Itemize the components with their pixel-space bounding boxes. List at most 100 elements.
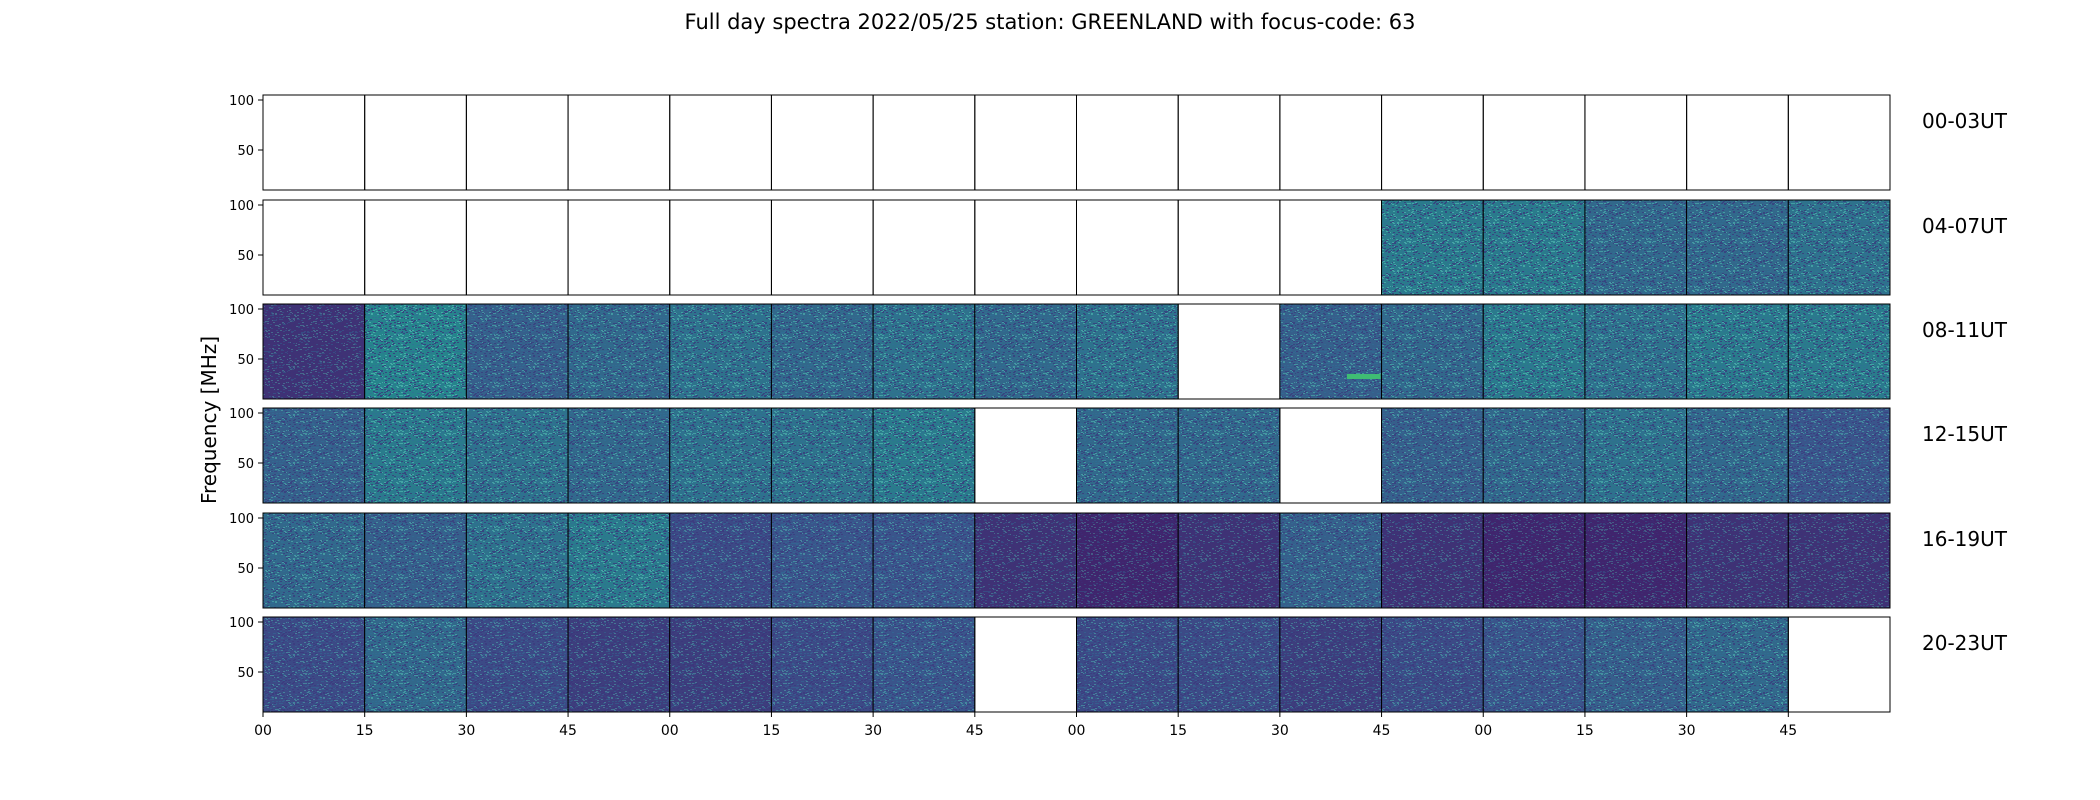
x-tick-label-2: 30 (457, 723, 475, 739)
segment-noise-3-9 (1178, 408, 1280, 503)
segment-noise-2-0 (263, 304, 365, 399)
y-tick-label-5-50: 50 (237, 666, 254, 681)
x-tick-label-9: 15 (1169, 723, 1187, 739)
x-tick-label-12: 00 (1474, 723, 1492, 739)
segment-noise-1-11 (1381, 200, 1484, 295)
x-tick-label-1: 15 (356, 723, 374, 739)
segment-noise-4-15 (1788, 513, 1890, 608)
segment-noise-2-12 (1483, 304, 1585, 399)
panel-row-00-03UT (262, 94, 1891, 191)
segment-noise-2-3 (568, 304, 670, 399)
segment-frame-0-5 (770, 94, 874, 191)
segment-noise-5-6 (873, 617, 975, 712)
row-label-04-07UT: 04-07UT (1922, 214, 2008, 238)
segment-noise-4-5 (771, 513, 874, 608)
segment-noise-3-6 (873, 408, 975, 503)
segment-noise-2-2 (466, 304, 569, 399)
segment-noise-4-14 (1686, 513, 1789, 608)
segment-noise-2-13 (1584, 304, 1687, 399)
segment-noise-5-4 (669, 617, 772, 712)
x-tick-label-11: 45 (1373, 723, 1391, 739)
segment-frame-1-2 (465, 199, 569, 296)
x-tick-label-6: 30 (864, 723, 882, 739)
segment-frame-0-1 (364, 94, 467, 191)
segment-noise-5-13 (1584, 617, 1687, 712)
segment-frame-0-11 (1381, 94, 1484, 191)
x-tick-label-5: 15 (763, 723, 781, 739)
segment-frame-0-2 (465, 94, 569, 191)
segment-frame-2-15 (1787, 303, 1891, 400)
segment-noise-3-0 (263, 408, 365, 503)
segment-noise-5-14 (1686, 617, 1789, 712)
segment-noise-4-3 (568, 513, 670, 608)
segment-noise-2-6 (873, 304, 975, 399)
segment-noise-2-5 (771, 304, 874, 399)
segment-noise-4-9 (1178, 513, 1280, 608)
segment-frame-3-7 (974, 407, 1077, 504)
segment-noise-2-1 (364, 304, 467, 399)
segment-noise-5-0 (263, 617, 365, 712)
segment-noise-3-1 (364, 408, 467, 503)
y-tick-label-1-50: 50 (237, 249, 254, 264)
y-tick-label-4-50: 50 (237, 562, 254, 577)
segment-noise-2-8 (1076, 304, 1179, 399)
segment-frame-0-6 (872, 94, 976, 191)
y-tick-label-1-100: 100 (229, 199, 254, 214)
segment-frame-0-12 (1482, 94, 1586, 191)
row-label-20-23UT: 20-23UT (1922, 631, 2008, 655)
segment-frame-0-9 (1177, 94, 1281, 191)
segment-noise-5-5 (771, 617, 874, 712)
segment-noise-5-10 (1279, 617, 1382, 712)
row-label-00-03UT: 00-03UT (1922, 109, 2008, 133)
panel-row-20-23UT (262, 616, 1891, 713)
x-tick-label-10: 30 (1271, 723, 1289, 739)
segment-noise-3-4 (669, 408, 772, 503)
x-tick-label-15: 45 (1779, 723, 1797, 739)
panel-row-08-11UT (262, 303, 1891, 400)
y-tick-label-2-50: 50 (237, 353, 254, 368)
x-tick-label-7: 45 (966, 723, 984, 739)
segment-frame-3-15 (1787, 407, 1891, 504)
segment-noise-3-8 (1076, 408, 1179, 503)
y-tick-label-3-50: 50 (237, 457, 254, 472)
segment-noise-3-3 (568, 408, 670, 503)
segment-noise-2-10 (1279, 304, 1382, 399)
panel-row-04-07UT (262, 199, 1891, 296)
segment-frame-1-9 (1177, 199, 1281, 296)
y-tick-label-2-100: 100 (229, 303, 254, 318)
segment-frame-2-9 (1177, 303, 1281, 400)
segment-noise-2-15 (1788, 304, 1890, 399)
segment-noise-2-7 (974, 304, 1077, 399)
segment-noise-2-14 (1686, 304, 1789, 399)
segment-noise-3-11 (1381, 408, 1484, 503)
segment-noise-1-14 (1686, 200, 1789, 295)
segment-frame-0-13 (1584, 94, 1688, 191)
segment-noise-4-11 (1381, 513, 1484, 608)
y-tick-label-0-100: 100 (229, 94, 254, 109)
segment-noise-4-8 (1076, 513, 1179, 608)
segment-noise-3-2 (466, 408, 569, 503)
segment-noise-1-15 (1788, 200, 1890, 295)
segment-noise-1-13 (1584, 200, 1687, 295)
row-label-16-19UT: 16-19UT (1922, 527, 2008, 551)
narrowband-line-0 (1346, 374, 1381, 379)
segment-frame-4-15 (1787, 512, 1891, 609)
row-label-12-15UT: 12-15UT (1922, 422, 2008, 446)
segment-frame-1-3 (567, 199, 671, 296)
segment-noise-5-3 (568, 617, 670, 712)
chart-title: Full day spectra 2022/05/25 station: GRE… (684, 10, 1416, 34)
segment-frame-0-7 (974, 94, 1077, 191)
panel-row-12-15UT (262, 407, 1891, 504)
segment-frame-1-10 (1279, 199, 1383, 296)
segment-noise-4-1 (364, 513, 467, 608)
segment-frame-1-5 (770, 199, 874, 296)
segment-noise-5-11 (1381, 617, 1484, 712)
y-tick-label-5-100: 100 (229, 616, 254, 631)
segment-noise-4-7 (974, 513, 1077, 608)
segment-noise-3-12 (1483, 408, 1585, 503)
segment-frame-0-10 (1279, 94, 1383, 191)
segment-frame-1-8 (1076, 199, 1179, 296)
segment-frame-0-3 (567, 94, 671, 191)
